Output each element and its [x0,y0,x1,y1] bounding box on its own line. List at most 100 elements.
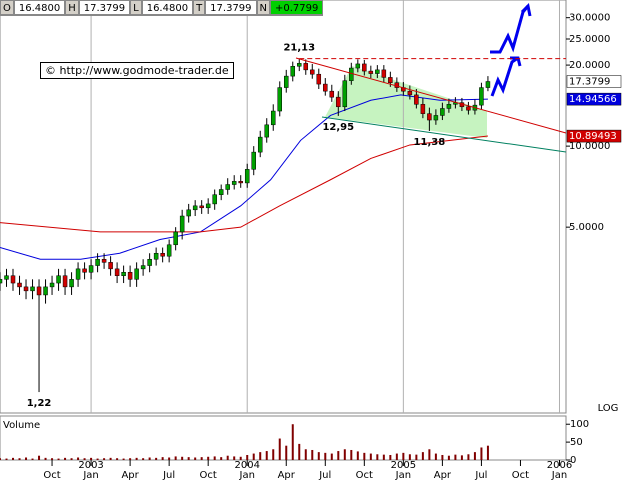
candle-body [127,271,133,280]
candle-body [101,258,107,263]
candle-body [225,184,230,190]
quote-value: 17.3799 [205,0,257,15]
volume-bar [369,453,372,460]
upper-trendline [295,57,567,134]
candle-body [342,80,348,108]
arrow-head [510,56,522,67]
candle-body [140,265,146,270]
quote-value: +0.7799 [270,0,324,15]
volume-bar [415,454,418,460]
forecast-arrow [490,56,519,97]
volume-bar [187,457,190,460]
volume-bar [252,453,255,460]
x-tick-label: Apr [278,470,296,480]
candle-body [303,63,309,71]
y-tick-label: 20.0000 [569,60,610,71]
candle-body [160,252,165,257]
volume-bar [226,455,229,460]
candle-body [95,258,100,266]
volume-bar [200,457,203,460]
volume-tick-label: 0 [570,455,576,466]
x-tick-label: Jul [318,470,331,480]
candle-body [4,275,9,280]
candle-body [388,77,393,83]
x-tick-label: Oct [200,470,217,480]
volume-bar [233,456,236,460]
volume-bar [434,453,437,460]
volume-bar [428,449,431,460]
candle-body [446,104,452,109]
candle-body [427,113,432,121]
x-tick-label: Jan [82,470,98,480]
candle-body [479,87,484,106]
triangle-fill [325,66,487,138]
year-label: 2005 [391,460,416,471]
x-tick-label: Jan [551,470,567,480]
candle-body [316,73,322,85]
candle-body [433,115,439,121]
candle-body [30,286,35,292]
volume-bar [454,454,457,460]
candle-body [62,275,68,288]
volume-tick-label: 100 [570,419,589,430]
candle-body [212,194,217,205]
volume-bar [122,458,125,460]
candle-body [0,279,3,284]
volume-bar [155,457,158,460]
moving-average [0,94,488,260]
candle-body [238,181,243,184]
candle-body [310,69,315,75]
candle-body [218,189,224,195]
volume-bar [5,458,8,460]
lower-trendline [321,116,567,153]
annotation: 11,38 [414,137,446,148]
overlay-layer: 30.0000 25.0000 20.0000 10.0000 5.0000 Oct Jan… [27,2,622,480]
y-tick-label: 25.0000 [569,34,610,45]
candle-body [10,275,16,284]
volume-title: Volume [3,420,40,431]
candle-body [153,252,159,260]
volume-bar [70,458,73,460]
volume-bar [148,457,151,460]
volume-bar [194,457,197,460]
volume-bar [31,458,34,460]
candle-body [277,87,282,112]
volume-bar [44,457,47,460]
candle-body [192,205,198,211]
volume-bar [382,454,385,460]
volume-bar [304,449,307,460]
price-label-box [566,75,622,88]
volume-bar [103,458,106,460]
volume-bar [213,456,216,460]
volume-bar [142,458,145,460]
volume-bar [343,449,346,460]
volume-bar [57,458,60,460]
volume-frame [0,415,567,461]
candle-body [349,67,354,81]
volume-bar [337,451,340,460]
volume-bar [96,458,99,460]
volume-bar [135,457,138,460]
volume-bar [83,458,86,460]
volume-bar [161,457,164,460]
volume-bar [239,456,242,460]
candle-body [108,262,113,270]
volume-bar [356,451,359,460]
volume-bar [174,456,177,460]
volume-bar [18,458,21,460]
candle-body [381,69,387,78]
volume-bar [272,449,275,460]
volume-bar [90,457,93,460]
quote-key: L [130,0,142,15]
volume-bar [77,457,80,460]
volume-bar [467,454,470,460]
candle-body [231,181,237,185]
quote-key: O [0,0,14,15]
volume-bar [12,457,15,460]
x-tick-label: Apr [434,470,452,480]
quote-value: 16.4800 [13,0,66,15]
volume-bar [181,456,184,460]
x-tick-label: Jul [162,470,175,480]
volume-bar [51,458,54,460]
volume-bar [486,445,489,460]
